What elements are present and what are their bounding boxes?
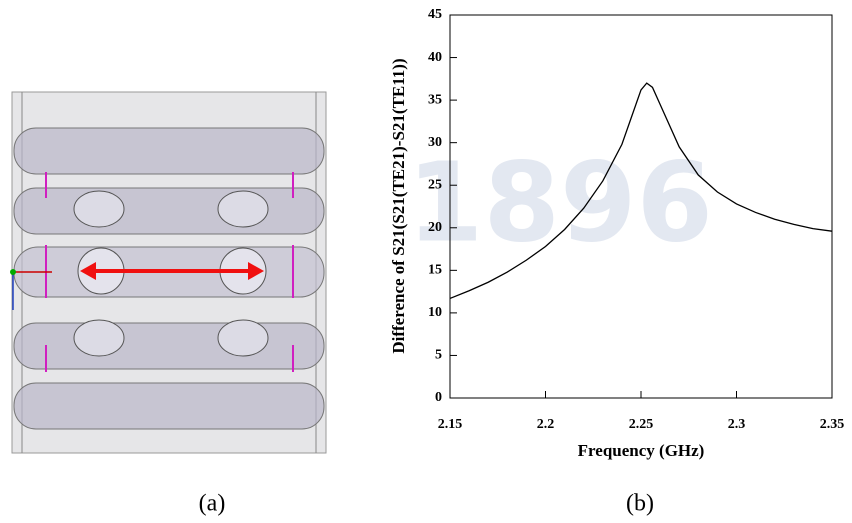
x-tick-label: 2.15 — [438, 417, 463, 432]
y-tick-label: 10 — [428, 305, 442, 320]
y-axis-label: Difference of S21(S21(TE21)-S21(TE11)) — [389, 58, 408, 353]
y-tick-label: 15 — [428, 263, 442, 278]
x-tick-label: 2.2 — [537, 417, 555, 432]
y-tick-label: 40 — [428, 50, 442, 65]
waveguide-diagram — [10, 92, 326, 453]
x-tick-label: 2.35 — [820, 417, 845, 432]
x-axis-label: Frequency (GHz) — [578, 441, 705, 460]
figure: 1896 (a) (b) Frequency (GHz) Difference … — [0, 0, 852, 523]
y-tick-label: 45 — [428, 7, 442, 22]
x-tick-label: 2.25 — [629, 417, 654, 432]
x-tick-label: 2.3 — [728, 417, 746, 432]
y-tick-label: 0 — [435, 390, 442, 405]
y-tick-label: 5 — [435, 348, 442, 363]
y-tick-label: 35 — [428, 92, 442, 107]
y-tick-label: 25 — [428, 177, 442, 192]
caption: (b) — [626, 491, 654, 517]
y-tick-label: 20 — [428, 220, 442, 235]
caption: (a) — [199, 491, 226, 517]
y-tick-label: 30 — [428, 135, 442, 150]
page: {"watermark": "1896", "captions": ["(a)"… — [0, 0, 852, 523]
watermark: 1896 — [407, 138, 713, 266]
